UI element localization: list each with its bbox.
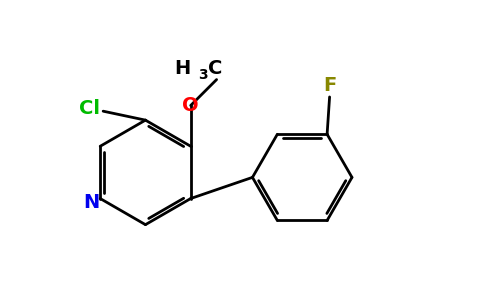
Text: H: H: [174, 59, 191, 78]
Text: 3: 3: [197, 68, 207, 82]
Text: C: C: [208, 59, 222, 78]
Text: Cl: Cl: [79, 99, 100, 118]
Text: F: F: [323, 76, 336, 95]
Text: O: O: [182, 96, 199, 115]
Text: N: N: [83, 193, 99, 212]
